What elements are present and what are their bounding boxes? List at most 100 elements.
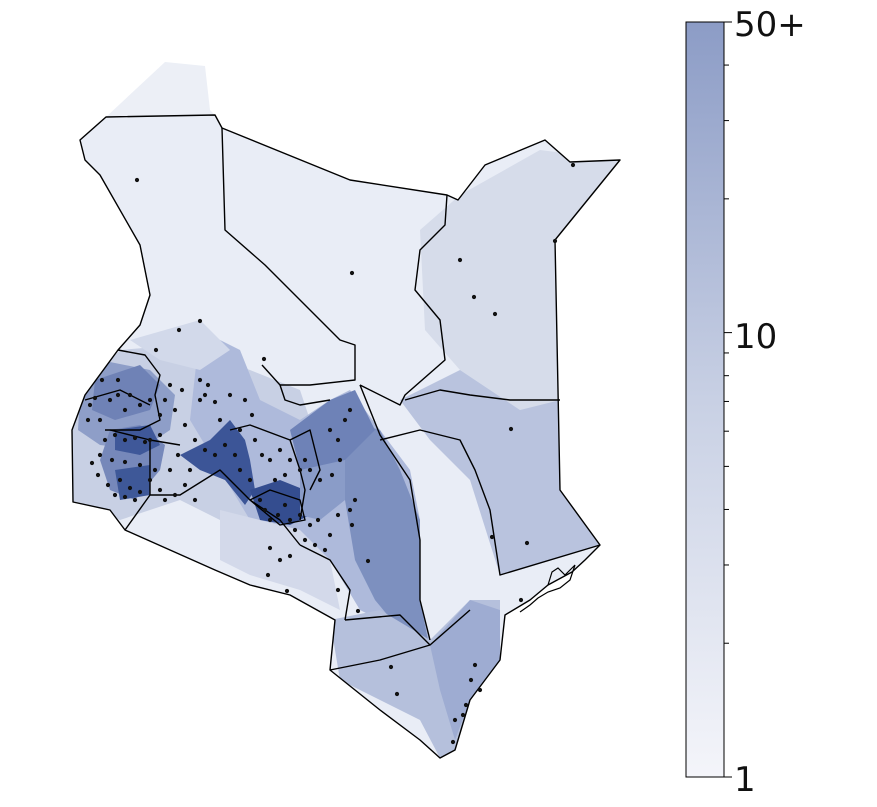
location-point <box>197 318 203 324</box>
location-point <box>132 497 138 503</box>
location-point <box>162 497 168 503</box>
location-point <box>205 382 211 388</box>
location-point <box>112 492 118 498</box>
location-point <box>275 512 281 518</box>
location-point <box>132 435 138 441</box>
location-point <box>297 512 303 518</box>
location-point <box>267 545 273 551</box>
density-shading <box>72 150 620 758</box>
location-point <box>394 691 400 697</box>
location-point <box>302 457 308 463</box>
location-point <box>97 452 103 458</box>
location-point <box>284 588 290 594</box>
location-point <box>282 472 288 478</box>
location-point <box>335 437 341 443</box>
location-point <box>452 717 458 723</box>
location-point <box>157 412 163 418</box>
colorbar-tick-label-mid: 10 <box>734 317 778 357</box>
location-point <box>329 472 335 478</box>
location-point <box>102 437 108 443</box>
colorbar <box>685 21 732 778</box>
location-point <box>261 356 267 362</box>
location-point <box>197 397 203 403</box>
location-point <box>122 407 128 413</box>
location-point <box>192 497 198 503</box>
location-point <box>167 382 173 388</box>
location-point <box>95 472 101 478</box>
location-point <box>335 587 341 593</box>
location-point <box>352 497 358 503</box>
location-point <box>347 407 353 413</box>
location-point <box>147 397 153 403</box>
location-point <box>182 422 188 428</box>
location-point <box>337 457 343 463</box>
location-point <box>317 477 323 483</box>
location-point <box>99 377 105 383</box>
location-point <box>172 492 178 498</box>
location-point <box>355 608 361 614</box>
location-point <box>252 437 258 443</box>
location-point <box>134 177 140 183</box>
location-point <box>262 507 268 513</box>
location-point <box>172 407 178 413</box>
location-point <box>472 662 478 668</box>
location-point <box>197 377 203 383</box>
location-point <box>282 502 288 508</box>
coastline-detail <box>519 564 576 613</box>
location-point <box>157 487 163 493</box>
location-point <box>267 517 273 523</box>
location-point <box>117 477 123 483</box>
location-point <box>457 257 463 263</box>
location-point <box>365 558 371 564</box>
location-point <box>137 489 143 495</box>
location-point <box>162 397 168 403</box>
location-point <box>97 417 103 423</box>
location-point <box>307 467 313 473</box>
location-point <box>468 677 474 683</box>
location-point <box>175 452 181 458</box>
location-point <box>122 494 128 500</box>
colorbar-gradient <box>685 21 725 778</box>
location-point <box>179 387 185 393</box>
location-point <box>471 294 477 300</box>
location-point <box>570 162 576 168</box>
location-point <box>142 439 148 445</box>
location-point <box>267 457 273 463</box>
location-point <box>237 427 243 433</box>
location-point <box>115 377 121 383</box>
location-point <box>349 522 355 528</box>
location-point <box>222 442 228 448</box>
location-point <box>450 739 456 745</box>
location-point <box>157 432 163 438</box>
colorbar-ticks <box>724 21 732 778</box>
location-point <box>492 311 498 317</box>
location-point <box>277 447 283 453</box>
colorbar-tick-label-min: 1 <box>734 760 756 800</box>
location-point <box>272 477 278 483</box>
location-point <box>287 517 293 523</box>
location-point <box>137 462 143 468</box>
location-point <box>388 664 394 670</box>
location-point <box>259 452 265 458</box>
location-point <box>292 527 298 533</box>
location-point <box>232 452 238 458</box>
location-point <box>489 534 495 540</box>
location-point <box>524 540 530 546</box>
location-point <box>508 426 514 432</box>
location-point <box>347 507 353 513</box>
location-point <box>107 397 113 403</box>
location-point <box>242 397 248 403</box>
location-point <box>247 477 253 483</box>
location-point <box>322 547 328 553</box>
location-point <box>265 572 271 578</box>
location-point <box>115 392 121 398</box>
location-point <box>89 460 95 466</box>
location-point <box>518 597 524 603</box>
location-point <box>302 537 308 543</box>
location-point <box>342 417 348 423</box>
location-point <box>477 687 483 693</box>
location-point <box>315 517 321 523</box>
location-point <box>227 392 233 398</box>
location-point <box>217 417 223 423</box>
location-point <box>187 467 193 473</box>
